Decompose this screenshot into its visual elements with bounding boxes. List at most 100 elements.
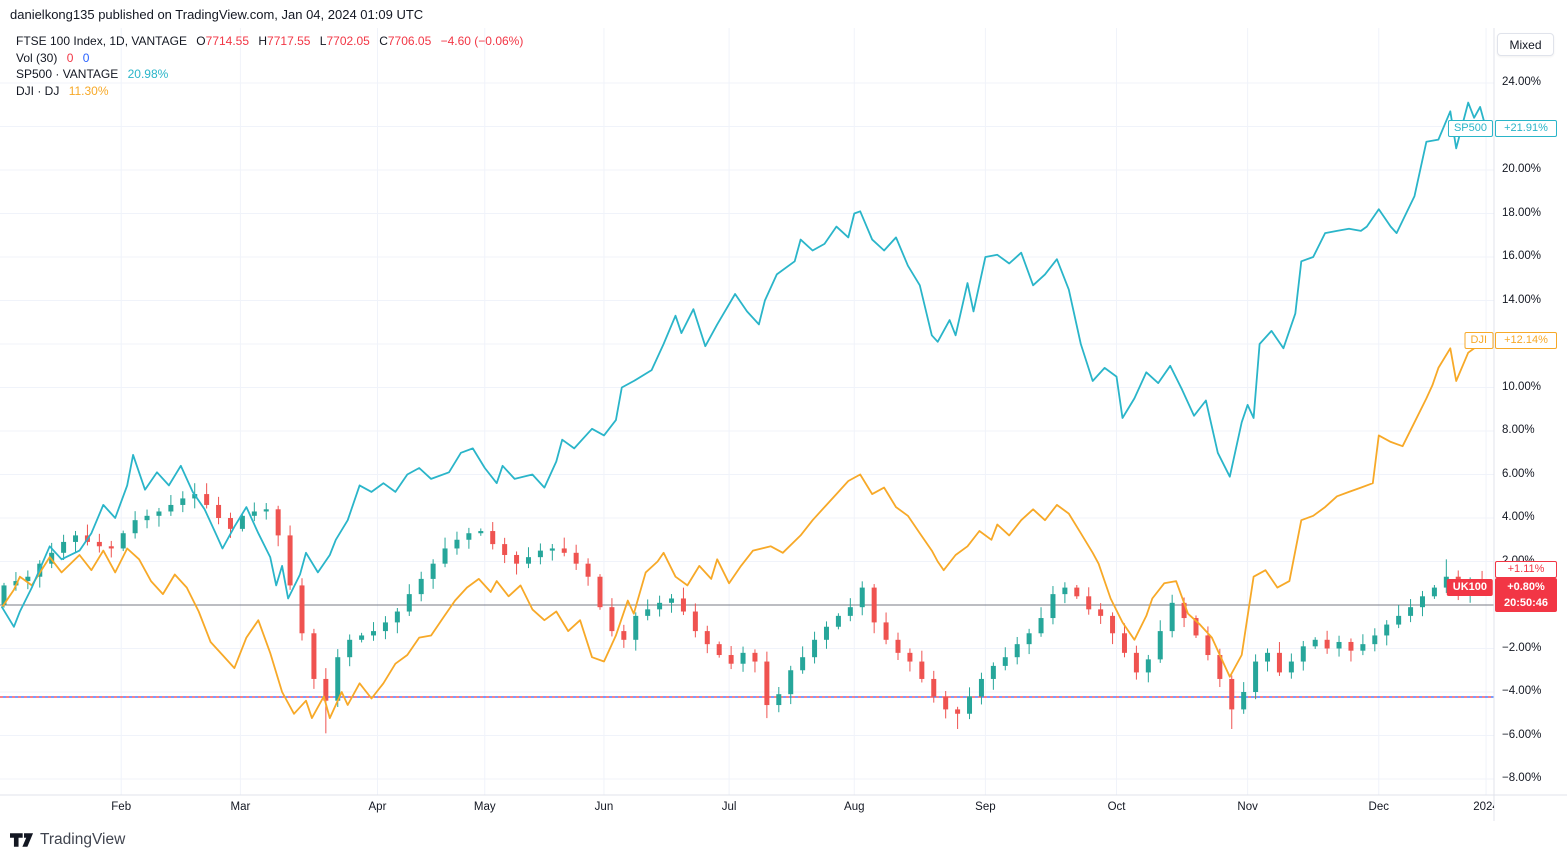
candle <box>1300 646 1306 662</box>
candle <box>585 563 591 577</box>
candle <box>1241 692 1247 710</box>
candle <box>1396 615 1402 625</box>
time-tick-label: May <box>473 801 496 813</box>
candle <box>1038 618 1044 634</box>
publish-note: danielkong135 published on TradingView.c… <box>10 7 424 22</box>
candle <box>227 518 233 529</box>
candle <box>120 533 126 549</box>
candle <box>1181 602 1187 619</box>
candle <box>478 531 484 534</box>
legend-row-main[interactable]: FTSE 100 Index, 1D, VANTAGE O7714.55 H77… <box>16 34 524 48</box>
candle <box>287 535 293 586</box>
candle <box>1 585 7 605</box>
candle <box>1229 678 1235 710</box>
tradingview-logo-text: TradingView <box>40 831 126 848</box>
candle <box>1408 607 1414 616</box>
uk100-price-value: +0.80% <box>1507 580 1545 593</box>
candle <box>1098 609 1104 616</box>
candle <box>967 696 973 714</box>
candle <box>418 578 424 595</box>
time-tick-label: Sep <box>975 801 996 813</box>
candle <box>978 678 984 697</box>
legend-row-sp500[interactable]: SP500 · VANTAGE 20.98% <box>16 67 169 81</box>
candle <box>1384 624 1390 636</box>
candle <box>621 631 627 640</box>
axis-frame <box>0 28 1567 821</box>
candle <box>907 652 913 662</box>
time-tick-label: Jun <box>594 801 614 813</box>
candle <box>776 694 782 706</box>
candle <box>657 602 663 610</box>
candle <box>788 670 794 695</box>
uk100-series-tag: UK100 <box>1446 578 1493 596</box>
candle <box>371 631 377 636</box>
candle <box>669 598 675 603</box>
candle <box>442 548 448 564</box>
candle <box>859 587 865 608</box>
time-tick-label: Mar <box>230 801 251 813</box>
price-tick-label: 4.00% <box>1502 511 1535 523</box>
candle <box>1145 659 1151 673</box>
candle <box>25 576 31 582</box>
candle <box>680 598 686 612</box>
dji-price-label: +12.14% <box>1495 332 1557 350</box>
candle <box>764 661 770 706</box>
candle <box>61 541 67 553</box>
candle <box>1360 644 1366 651</box>
candle <box>561 548 567 553</box>
candle <box>180 498 186 505</box>
price-tick-label: −4.00% <box>1502 685 1542 697</box>
candle <box>454 539 460 549</box>
time-axis[interactable]: Feb Mar Apr May Jun Jul Aug Sep Oct Nov Dec 2024 <box>0 795 1494 823</box>
candle <box>740 652 746 664</box>
time-tick-label: 2024 <box>1473 801 1494 813</box>
uk100-price-label: +0.80% 20:50:46 <box>1495 577 1557 612</box>
candle <box>1324 639 1330 649</box>
candle <box>466 533 472 540</box>
candle <box>943 696 949 710</box>
time-tick-label: Dec <box>1368 801 1389 813</box>
candle <box>1193 618 1199 636</box>
price-scale[interactable]: 24.00%22.00%20.00%18.00%16.00%14.00%12.0… <box>1495 28 1567 795</box>
candle <box>1372 635 1378 645</box>
candle <box>1062 587 1068 595</box>
candle <box>1169 602 1175 632</box>
candle <box>597 576 603 608</box>
candle <box>645 609 651 616</box>
tradingview-logo[interactable]: TradingView <box>10 831 125 849</box>
candle <box>1026 633 1032 645</box>
candle <box>430 563 436 579</box>
candle <box>132 520 138 534</box>
sp500-price-label: +21.91% <box>1495 119 1557 137</box>
candle <box>514 554 520 564</box>
candle <box>955 709 961 714</box>
candle <box>323 678 329 701</box>
legend-row-volume[interactable]: Vol (30) 0 0 <box>16 50 90 65</box>
candle <box>394 611 400 623</box>
candle <box>1002 657 1008 666</box>
time-tick-label: Apr <box>368 801 387 813</box>
candle <box>1288 661 1294 673</box>
legend-row-dji[interactable]: DJI · DJ 11.30% <box>16 83 109 98</box>
symbol-title: FTSE 100 Index, 1D, VANTAGE <box>16 34 187 48</box>
candle <box>1074 587 1080 597</box>
time-tick-label: Feb <box>111 801 132 813</box>
dji-line-series <box>1 340 1487 719</box>
candle <box>108 546 114 549</box>
candle <box>752 652 758 662</box>
candle <box>216 504 222 518</box>
sp500-line-series <box>1 101 1487 628</box>
price-tick-label: 18.00% <box>1502 206 1542 219</box>
candle <box>1110 615 1116 634</box>
candle <box>1276 652 1282 673</box>
candle <box>823 626 829 640</box>
candle <box>1086 596 1092 610</box>
price-tick-label: 20.00% <box>1502 163 1542 175</box>
scale-mode-button[interactable]: Mixed <box>1497 33 1554 56</box>
candle <box>251 511 257 516</box>
price-tick-label: 6.00% <box>1502 467 1535 480</box>
candle <box>633 615 639 640</box>
candle <box>609 607 615 632</box>
